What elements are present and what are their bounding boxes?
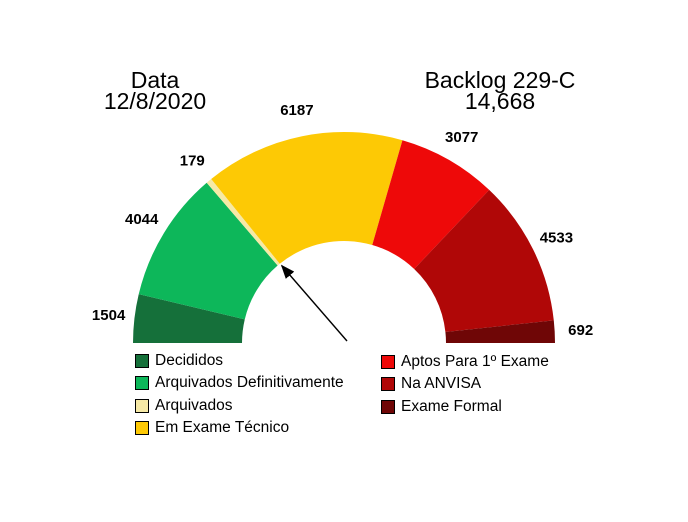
backlog-title-block: Backlog 229-C 14,668: [400, 67, 600, 114]
segment-value-label-decididos: 1504: [92, 307, 126, 324]
gauge-segment-arquivados-definitivamente: [138, 182, 278, 320]
legend-label: Exame Formal: [401, 397, 502, 415]
segment-value-label-exame-formal: 692: [568, 322, 593, 339]
gauge-segment-decididos: [133, 294, 245, 343]
segment-value-label-arquivados: 179: [180, 152, 205, 169]
legend-item-em-exame-tecnico: Em Exame Técnico: [135, 417, 344, 439]
annotation-arrow: [280, 264, 348, 342]
segment-value-label-em-exame-tecnico: 6187: [280, 102, 313, 119]
legend-right-column: Aptos Para 1º Exame Na ANVISA Exame Formal: [381, 351, 549, 418]
legend-label: Em Exame Técnico: [155, 419, 290, 437]
gauge-segments: [133, 132, 555, 343]
legend-item-decididos: Decididos: [135, 350, 344, 372]
legend-item-na-anvisa: Na ANVISA: [381, 373, 549, 395]
legend-label: Decididos: [155, 352, 224, 370]
segment-value-labels: 1504 4044 179 6187 3077 4533 692: [92, 102, 593, 339]
legend-item-aptos-para-1-exame: Aptos Para 1º Exame: [381, 351, 549, 373]
legend-left-column: Decididos Arquivados Definitivamente Arqui…: [135, 350, 344, 439]
segment-value-label-aptos-para-1-exame: 3077: [445, 129, 478, 146]
segment-value-label-na-anvisa: 4533: [540, 229, 573, 246]
backlog-title: Backlog 229-C: [424, 67, 576, 93]
legend-item-arquivados-definitivamente: Arquivados Definitivamente: [135, 372, 344, 394]
gauge-segment-na-anvisa: [414, 189, 554, 333]
gauge-segment-em-exame-tecnico: [211, 132, 403, 264]
gauge-segment-arquivados: [206, 179, 280, 266]
legend-item-exame-formal: Exame Formal: [381, 396, 549, 418]
legend-color-swatch-arquivados-definitivamente: [135, 376, 149, 391]
legend-color-swatch-na-anvisa: [381, 377, 395, 392]
legend-color-swatch-exame-formal: [381, 399, 395, 414]
gauge-segment-exame-formal: [445, 320, 555, 343]
legend-color-swatch-em-exame-tecnico: [135, 421, 149, 436]
legend-label: Arquivados Definitivamente: [155, 374, 344, 392]
legend-color-swatch-decididos: [135, 354, 149, 369]
legend-label: Na ANVISA: [401, 375, 482, 393]
legend-item-arquivados: Arquivados: [135, 395, 344, 417]
legend-label: Arquivados: [155, 396, 233, 414]
legend-color-swatch-aptos-para-1-exame: [381, 355, 395, 370]
date-value: 12/8/2020: [103, 88, 207, 114]
gauge-segment-aptos-para-1-exame: [372, 140, 490, 269]
legend-label: Aptos Para 1º Exame: [401, 353, 549, 371]
backlog-total: 14,668: [464, 88, 536, 114]
legend-color-swatch-arquivados: [135, 398, 149, 413]
date-title-block: Data 12/8/2020: [55, 67, 255, 114]
segment-value-label-arquivados-definitivamente: 4044: [125, 211, 159, 228]
date-title: Data: [130, 67, 180, 93]
